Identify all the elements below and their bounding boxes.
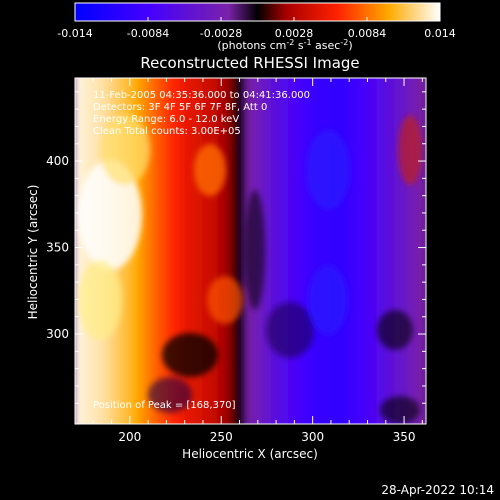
annotation-clean: Clean Total counts: 3.00E+05 — [93, 126, 241, 137]
heatmap-cell — [138, 78, 145, 424]
heatmap-cell — [370, 78, 378, 424]
heatmap-cell — [299, 78, 308, 424]
colorbar-ticks: -0.014 -0.0084 -0.0028 0.0028 0.0084 0.014 — [57, 17, 456, 40]
heatmap-cell — [170, 78, 177, 424]
heatmap-cell — [193, 78, 200, 424]
annotation-energy: Energy Range: 6.0 - 12.0 keV — [93, 114, 239, 125]
heatmap-cell — [266, 78, 273, 424]
heatmap-cell — [235, 78, 241, 424]
x-axis-ticks: 200 250 300 350 — [92, 78, 423, 444]
colorbar-tick-label: 0.0028 — [275, 27, 314, 40]
annotation-time-range: 11-Feb-2005 04:35:36.000 to 04:41:36.000 — [93, 90, 310, 101]
heatmap-cell — [398, 78, 406, 424]
heatmap-cell — [407, 78, 413, 424]
heatmap-cell — [271, 78, 278, 424]
heatmap-cell — [152, 78, 159, 424]
heatmap-cell — [321, 78, 328, 424]
heatmap-cell — [207, 78, 214, 424]
heatmap-cell — [335, 78, 342, 424]
y-tick-label: 300 — [46, 327, 69, 341]
heatmap-cell — [345, 78, 354, 424]
heatmap-cell — [306, 78, 314, 424]
annotation-detectors: Detectors: 3F 4F 5F 6F 7F 8F, Att 0 — [93, 102, 267, 113]
heatmap-cell — [351, 78, 360, 424]
heatmap-cell — [414, 78, 420, 424]
heatmap-cell — [363, 78, 372, 424]
x-tick-label: 300 — [301, 430, 324, 444]
heatmap-cell — [220, 78, 226, 424]
colorbar-tick-label: -0.0084 — [127, 27, 169, 40]
heatmap-cell — [202, 78, 209, 424]
heatmap-cell — [188, 78, 195, 424]
heatmap-cell — [239, 78, 244, 424]
heatmap-cell — [394, 78, 401, 424]
heatmap-features — [78, 115, 422, 424]
colorbar-label: (photons cm-2 s-1 asec-2) — [217, 38, 352, 52]
heatmap-cell — [217, 78, 223, 424]
footer-timestamp: 28-Apr-2022 10:14 — [381, 483, 494, 497]
colorbar-tick-label: 0.014 — [424, 27, 456, 40]
heatmap-cell — [179, 78, 186, 424]
heatmap-cell — [410, 78, 417, 424]
y-tick-label: 350 — [46, 241, 69, 255]
heatmap-cell — [287, 78, 296, 424]
heatmap-cell — [161, 78, 168, 424]
heatmap-cell — [147, 78, 154, 424]
x-axis-label: Heliocentric X (arcsec) — [182, 447, 318, 461]
heatmap-cell — [376, 78, 383, 424]
heatmap-cell — [325, 78, 332, 424]
heatmap-cell — [339, 78, 348, 424]
heatmap-cell — [275, 78, 284, 424]
heatmap-cell — [175, 78, 182, 424]
heatmap-cell — [156, 78, 163, 424]
heatmap-cell — [385, 78, 392, 424]
colorbar-tick-label: -0.014 — [57, 27, 92, 40]
y-tick-label: 400 — [46, 154, 69, 168]
heatmap-cell — [79, 78, 86, 424]
annotation-peak: Position of Peak = [168,370] — [93, 400, 236, 411]
y-axis-label: Heliocentric Y (arcsec) — [26, 185, 40, 320]
heatmap-cell — [232, 78, 238, 424]
heatmap-cell — [75, 78, 81, 424]
heatmap-cell — [214, 78, 220, 424]
colorbar-tick-label: -0.0028 — [200, 27, 242, 40]
heatmap-cell — [223, 78, 229, 424]
chart-title: Reconstructed RHESSI Image — [140, 54, 359, 72]
annotations: 11-Feb-2005 04:35:36.000 to 04:41:36.000… — [93, 90, 310, 411]
heatmap-cell — [293, 78, 302, 424]
heatmap-cell — [312, 78, 319, 424]
heatmap-cell — [229, 78, 235, 424]
heatmap-cell — [226, 78, 232, 424]
heatmap-cell — [211, 78, 217, 424]
x-tick-label: 200 — [118, 430, 141, 444]
heatmap-area — [75, 78, 426, 424]
heatmap-cell — [184, 78, 191, 424]
colorbar-tick-label: 0.0084 — [348, 27, 387, 40]
heatmap-cell — [357, 78, 366, 424]
heatmap-cell — [242, 78, 247, 424]
heatmap-cell — [133, 78, 140, 424]
heatmap-cell — [330, 78, 337, 424]
heatmap-cell — [143, 78, 150, 424]
colorbar — [75, 3, 440, 21]
heatmap-cell — [418, 78, 424, 424]
heatmap-cell — [403, 78, 409, 424]
x-tick-label: 250 — [210, 430, 233, 444]
x-tick-label: 350 — [393, 430, 416, 444]
heatmap-cell — [197, 78, 204, 424]
heatmap-cell — [380, 78, 387, 424]
plot-frame — [74, 77, 427, 425]
heatmap-cell — [165, 78, 172, 424]
heatmap-cell — [281, 78, 290, 424]
colorbar-border — [74, 2, 441, 22]
heatmap-cell — [389, 78, 396, 424]
heatmap-cell — [316, 78, 323, 424]
y-axis-ticks: 300 350 400 — [46, 91, 426, 404]
heatmap-cell — [421, 78, 426, 424]
